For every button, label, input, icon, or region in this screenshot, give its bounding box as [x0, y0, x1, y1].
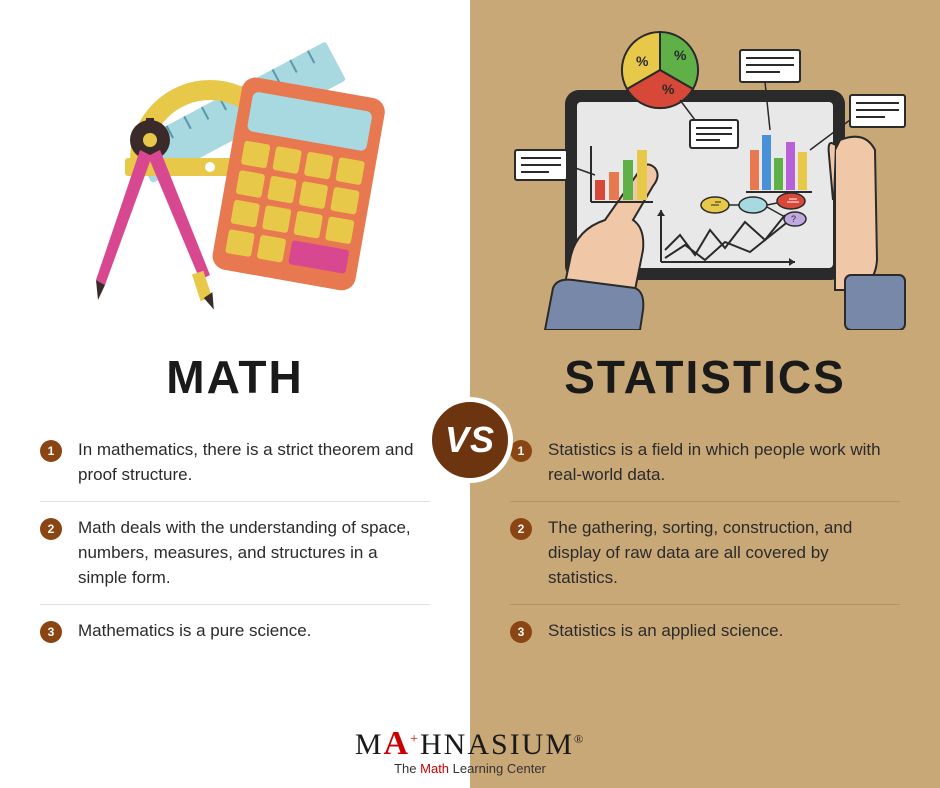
svg-text:%: %	[636, 53, 649, 69]
number-badge: 2	[40, 518, 62, 540]
number-badge: 3	[40, 621, 62, 643]
point-text: In mathematics, there is a strict theore…	[78, 438, 430, 487]
list-item: 2 The gathering, sorting, construction, …	[510, 502, 900, 605]
infographic-container: MATH 1 In mathematics, there is a strict…	[0, 0, 940, 788]
logo-wordmark: MA+HNASIUM®	[355, 725, 585, 763]
tagline-text: Learning Center	[449, 761, 546, 776]
svg-text:%: %	[662, 81, 675, 97]
vs-label: VS	[445, 419, 495, 461]
math-points: 1 In mathematics, there is a strict theo…	[20, 424, 450, 658]
statistics-points: 1 Statistics is a field in which people …	[490, 424, 920, 658]
number-badge: 2	[510, 518, 532, 540]
logo-text: M	[355, 728, 384, 761]
number-badge: 1	[510, 440, 532, 462]
svg-text:%: %	[674, 47, 687, 63]
svg-text:?: ?	[791, 214, 796, 224]
registered-icon: ®	[574, 732, 585, 746]
point-text: Statistics is a field in which people wo…	[548, 438, 900, 487]
list-item: 1 In mathematics, there is a strict theo…	[40, 424, 430, 502]
math-panel: MATH 1 In mathematics, there is a strict…	[0, 0, 470, 788]
statistics-panel: % % %	[470, 0, 940, 788]
logo-a: A	[384, 725, 411, 762]
logo-plus-icon: +	[410, 732, 420, 747]
number-badge: 3	[510, 621, 532, 643]
logo-tagline: The Math Learning Center	[355, 761, 585, 776]
math-tools-icon	[70, 30, 400, 330]
point-text: The gathering, sorting, construction, an…	[548, 516, 900, 590]
point-text: Statistics is an applied science.	[548, 619, 783, 644]
tagline-text: The	[394, 761, 420, 776]
list-item: 2 Math deals with the understanding of s…	[40, 502, 430, 605]
math-title: MATH	[20, 350, 450, 404]
tablet-dashboard-icon: % % %	[495, 30, 915, 330]
vs-badge: VS	[427, 397, 513, 483]
list-item: 1 Statistics is a field in which people …	[510, 424, 900, 502]
tagline-red: Math	[420, 761, 449, 776]
statistics-title: STATISTICS	[490, 350, 920, 404]
logo: MA+HNASIUM® The Math Learning Center	[355, 725, 585, 776]
point-text: Mathematics is a pure science.	[78, 619, 311, 644]
point-text: Math deals with the understanding of spa…	[78, 516, 430, 590]
list-item: 3 Statistics is an applied science.	[510, 605, 900, 658]
stats-illustration: % % %	[490, 20, 920, 340]
list-item: 3 Mathematics is a pure science.	[40, 605, 430, 658]
math-illustration	[20, 20, 450, 340]
number-badge: 1	[40, 440, 62, 462]
logo-text: HNASIUM	[420, 728, 574, 761]
